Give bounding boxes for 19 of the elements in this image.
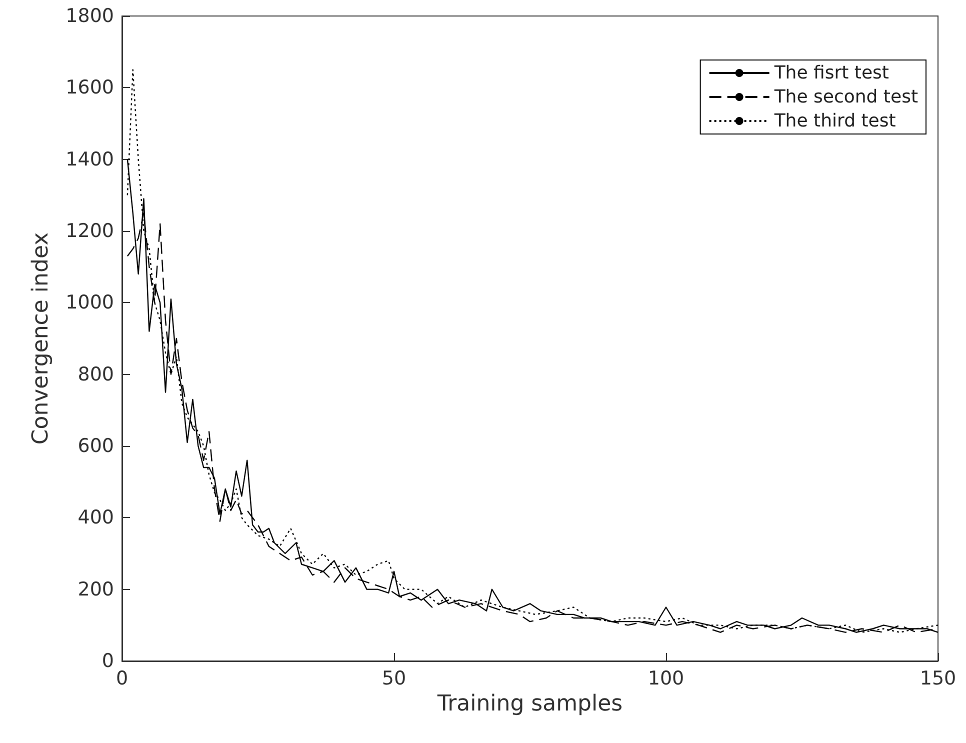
x-axis-title: Training samples — [436, 692, 623, 716]
y-tick-label: 1600 — [66, 76, 114, 99]
x-tick-label: 50 — [382, 668, 406, 690]
y-tick-label: 0 — [102, 650, 114, 672]
x-tick-label: 150 — [920, 668, 956, 690]
y-tick-label: 1000 — [66, 292, 114, 314]
y-tick-label: 400 — [78, 506, 114, 529]
y-tick-label: 800 — [78, 363, 114, 386]
y-axis-title: Convergence index — [28, 232, 54, 445]
y-tick-label: 1800 — [66, 5, 114, 27]
legend-label: The third test — [773, 110, 896, 132]
y-tick-label: 600 — [78, 435, 114, 457]
x-tick-label: 0 — [116, 668, 128, 690]
y-tick-label: 1400 — [66, 148, 114, 170]
legend-label: The second test — [773, 86, 918, 108]
y-tick-label: 200 — [78, 578, 114, 600]
y-tick-label: 1200 — [66, 220, 114, 242]
x-tick-label: 100 — [648, 668, 684, 690]
legend-label: The fisrt test — [773, 62, 889, 84]
